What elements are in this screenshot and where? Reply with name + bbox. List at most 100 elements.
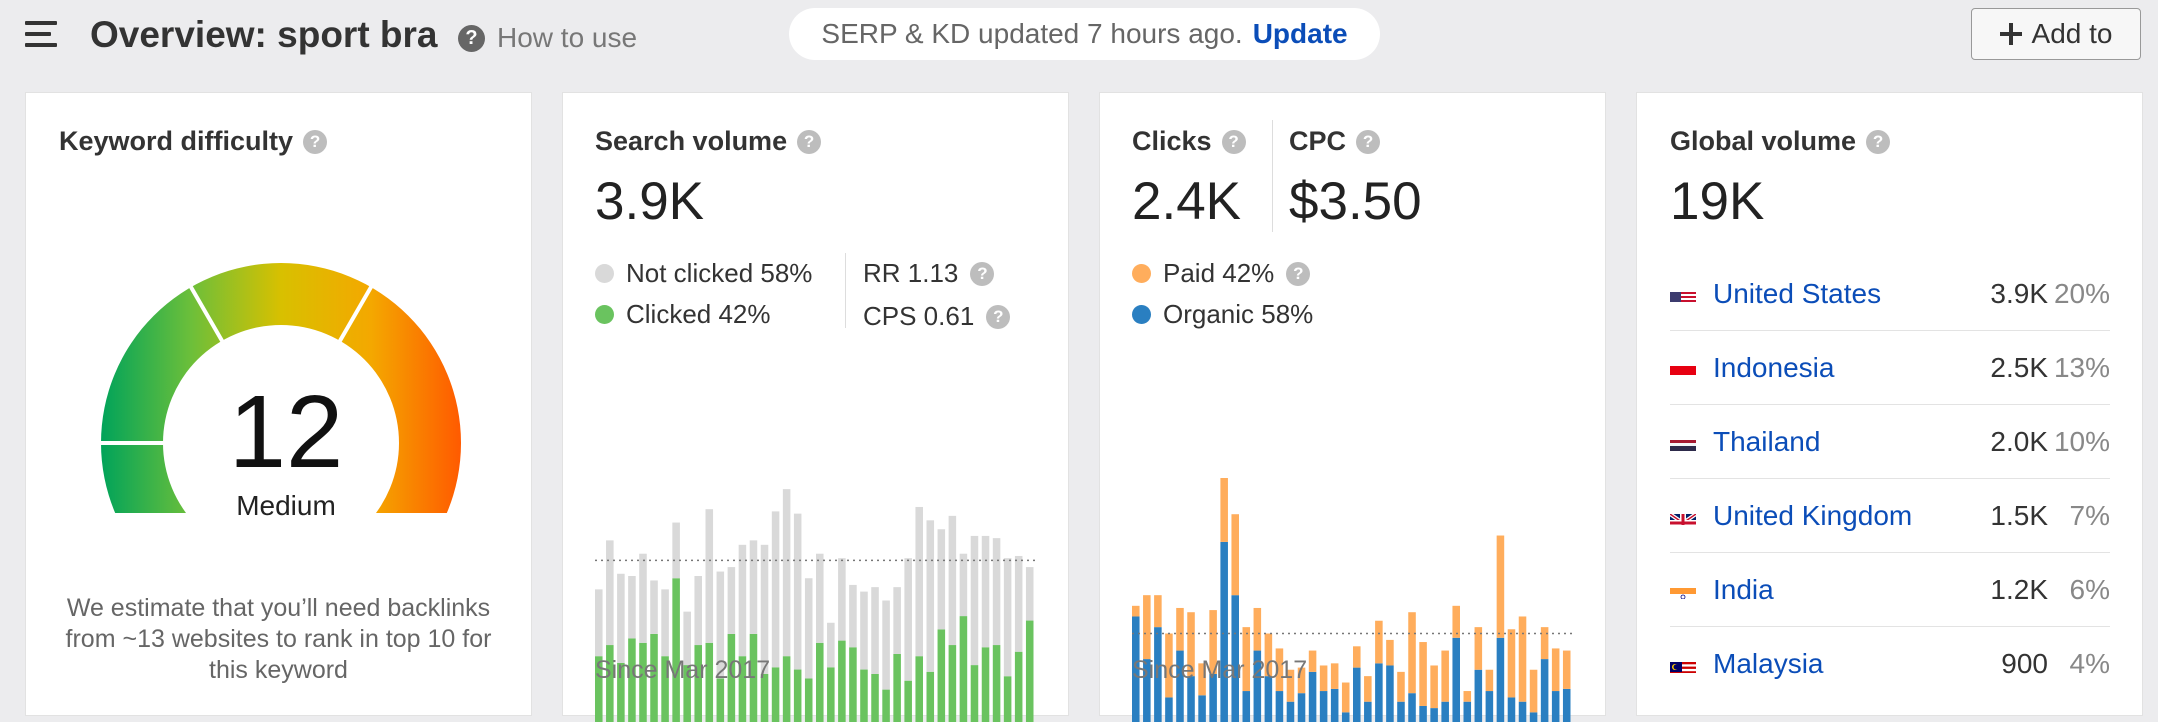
bar-clicked[interactable] [849, 647, 857, 722]
bar-organic[interactable] [1198, 695, 1206, 722]
bar-organic[interactable] [1297, 693, 1306, 722]
bar-organic[interactable] [1187, 676, 1195, 722]
bar-not-clicked[interactable] [1003, 558, 1012, 677]
bar-paid[interactable] [1408, 612, 1416, 694]
bar-clicked[interactable] [694, 645, 702, 722]
bar-organic[interactable] [1430, 708, 1438, 722]
bar-paid[interactable] [1474, 627, 1483, 670]
cpc-help-icon[interactable]: ? [1356, 129, 1381, 154]
bar-not-clicked[interactable] [860, 591, 868, 670]
search-volume-help-icon[interactable]: ? [797, 129, 822, 154]
bar-paid[interactable] [1485, 669, 1494, 692]
bar-organic[interactable] [1408, 693, 1416, 722]
bar-paid[interactable] [1386, 639, 1394, 666]
bar-not-clicked[interactable] [904, 558, 912, 681]
bar-organic[interactable] [1165, 697, 1173, 722]
clicks-help-icon[interactable]: ? [1221, 129, 1246, 154]
paid-help-icon[interactable]: ? [1286, 261, 1311, 286]
bar-not-clicked[interactable] [1025, 567, 1034, 621]
bar-paid[interactable] [1452, 605, 1460, 638]
global-volume-help-icon[interactable]: ? [1866, 129, 1891, 154]
bar-not-clicked[interactable] [804, 578, 813, 679]
bar-clicked[interactable] [738, 656, 747, 722]
bar-paid[interactable] [1231, 514, 1239, 596]
bar-paid[interactable] [1198, 663, 1206, 696]
bar-clicked[interactable] [771, 667, 780, 722]
bar-not-clicked[interactable] [926, 520, 935, 672]
bar-paid[interactable] [1253, 607, 1262, 651]
bar-not-clicked[interactable] [816, 553, 824, 643]
bar-organic[interactable] [1507, 697, 1516, 722]
bar-clicked[interactable] [705, 642, 714, 722]
bar-not-clicked[interactable] [639, 553, 647, 643]
bar-organic[interactable] [1386, 665, 1394, 722]
bar-paid[interactable] [1397, 671, 1405, 702]
bar-organic[interactable] [1463, 701, 1472, 722]
how-to-use-link[interactable]: ? How to use [458, 22, 637, 54]
bar-not-clicked[interactable] [716, 571, 725, 679]
bar-not-clicked[interactable] [793, 513, 802, 670]
bar-organic[interactable] [1308, 671, 1317, 722]
bar-organic[interactable] [1132, 616, 1140, 722]
bar-clicked[interactable] [882, 689, 890, 722]
bar-paid[interactable] [1319, 665, 1328, 692]
bar-paid[interactable] [1264, 633, 1273, 677]
bar-not-clicked[interactable] [849, 584, 857, 648]
bar-not-clicked[interactable] [959, 553, 968, 617]
bar-paid[interactable] [1176, 607, 1184, 651]
bar-clicked[interactable] [628, 638, 636, 722]
bar-clicked[interactable] [838, 640, 846, 722]
bar-organic[interactable] [1518, 701, 1527, 722]
bar-clicked[interactable] [727, 633, 736, 722]
bar-not-clicked[interactable] [738, 544, 747, 657]
bar-organic[interactable] [1364, 701, 1372, 722]
bar-organic[interactable] [1452, 637, 1460, 722]
bar-paid[interactable] [1375, 620, 1383, 664]
bar-not-clicked[interactable] [661, 589, 669, 657]
bar-clicked[interactable] [948, 645, 957, 722]
bar-paid[interactable] [1209, 610, 1217, 674]
bar-paid[interactable] [1496, 535, 1505, 638]
bar-not-clicked[interactable] [981, 535, 990, 648]
bar-organic[interactable] [1264, 676, 1273, 722]
bar-organic[interactable] [1154, 627, 1162, 722]
bar-organic[interactable] [1441, 701, 1449, 722]
bar-clicked[interactable] [1014, 651, 1023, 722]
bar-paid[interactable] [1353, 646, 1361, 668]
bar-not-clicked[interactable] [760, 544, 769, 674]
bar-organic[interactable] [1341, 712, 1350, 722]
bar-not-clicked[interactable] [871, 587, 879, 674]
bar-organic[interactable] [1143, 659, 1151, 722]
cps-help-icon[interactable]: ? [986, 304, 1011, 329]
bar-paid[interactable] [1341, 682, 1350, 713]
bar-clicked[interactable] [1003, 676, 1012, 722]
bar-not-clicked[interactable] [992, 538, 1001, 646]
bar-clicked[interactable] [937, 629, 946, 722]
bar-clicked[interactable] [959, 616, 968, 722]
bar-clicked[interactable] [683, 665, 691, 722]
bar-paid[interactable] [1364, 676, 1372, 702]
bar-organic[interactable] [1286, 701, 1295, 722]
bar-organic[interactable] [1220, 541, 1228, 722]
update-link[interactable]: Update [1252, 18, 1348, 49]
bar-clicked[interactable] [749, 633, 758, 722]
bar-paid[interactable] [1441, 650, 1449, 702]
country-name[interactable]: Indonesia [1713, 351, 1835, 383]
bar-clicked[interactable] [1025, 620, 1034, 722]
bar-clicked[interactable] [716, 678, 725, 722]
bar-paid[interactable] [1529, 669, 1538, 713]
bar-not-clicked[interactable] [827, 622, 835, 668]
bar-organic[interactable] [1319, 691, 1328, 722]
bar-organic[interactable] [1474, 669, 1483, 722]
bar-not-clicked[interactable] [882, 600, 890, 690]
bar-organic[interactable] [1231, 595, 1239, 722]
bar-not-clicked[interactable] [970, 535, 979, 666]
bar-clicked[interactable] [650, 633, 658, 722]
bar-clicked[interactable] [970, 665, 979, 722]
bar-not-clicked[interactable] [683, 611, 691, 666]
bar-organic[interactable] [1176, 650, 1184, 722]
bar-organic[interactable] [1330, 688, 1339, 722]
bar-paid[interactable] [1154, 595, 1162, 628]
bar-paid[interactable] [1330, 663, 1339, 689]
bar-paid[interactable] [1463, 691, 1472, 702]
